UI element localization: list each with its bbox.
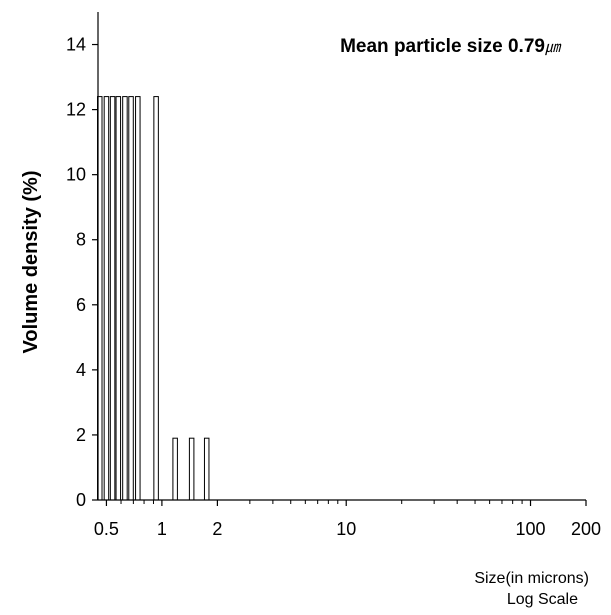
- x-axis-title: Size(in microns): [474, 570, 589, 587]
- bar-10: [203, 437, 210, 501]
- bar-7: [153, 96, 159, 501]
- bar-1: [103, 96, 110, 501]
- bar-6: [135, 96, 141, 501]
- bars-group: [97, 96, 210, 501]
- bar-3: [115, 96, 122, 501]
- bar-5: [128, 96, 134, 501]
- mean-size-annotation: Mean particle size 0.79㎛: [340, 36, 562, 57]
- bar-8: [172, 437, 178, 501]
- bar-2: [109, 96, 116, 501]
- y-tick-label: 2: [76, 425, 86, 445]
- y-tick-label: 0: [76, 490, 86, 510]
- x-tick-label: 200: [571, 519, 601, 539]
- y-tick-label: 6: [76, 295, 86, 315]
- x-tick-label: 100: [515, 519, 545, 539]
- axes-group: [97, 12, 586, 501]
- mean-size-annotation-unit: ㎛: [545, 39, 562, 56]
- y-tick-label: 8: [76, 230, 86, 250]
- y-axis-title: Volume density (%): [20, 171, 42, 354]
- labels-group: Volume density (%) Size(in microns) Log …: [20, 36, 589, 608]
- mean-size-annotation-text: Mean particle size 0.79: [340, 36, 545, 57]
- y-tick-label: 10: [66, 165, 86, 185]
- x-tick-label: 1: [157, 519, 167, 539]
- bar-9: [188, 437, 195, 501]
- y-tick-label: 14: [66, 35, 86, 55]
- x-tick-label: 10: [336, 519, 356, 539]
- x-axis-scale-note: Log Scale: [507, 591, 578, 608]
- x-tick-label: 2: [212, 519, 222, 539]
- y-tick-label: 4: [76, 360, 86, 380]
- y-tick-label: 12: [66, 100, 86, 120]
- x-tick-label: 0.5: [94, 519, 119, 539]
- bar-4: [122, 96, 128, 501]
